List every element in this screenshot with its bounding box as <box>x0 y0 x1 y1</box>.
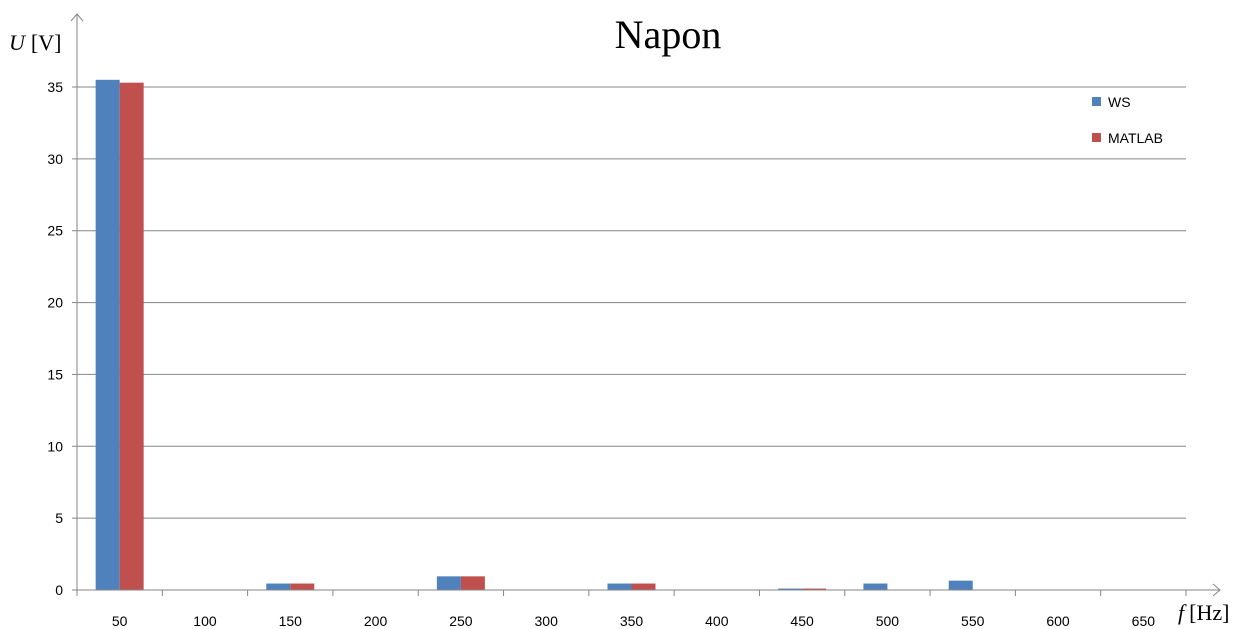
y-axis-title: U [V] <box>9 30 61 55</box>
x-tick-label: 200 <box>364 613 388 629</box>
bar-ws-550 <box>948 580 973 590</box>
y-axis-unit: [V] <box>31 30 62 55</box>
x-tick-label: 450 <box>790 613 814 629</box>
x-tick-label: 150 <box>279 613 303 629</box>
legend-swatch-matlab <box>1092 133 1101 142</box>
legend-label-matlab: MATLAB <box>1108 130 1163 146</box>
y-tick-label: 25 <box>47 223 63 239</box>
x-tick-label: 400 <box>705 613 729 629</box>
x-tick-label: 100 <box>193 613 217 629</box>
x-tick-label: 300 <box>535 613 559 629</box>
bar-matlab-450 <box>802 588 827 590</box>
bar-ws-150 <box>266 583 291 590</box>
x-tick-label: 500 <box>876 613 900 629</box>
chart-title: Napon <box>615 12 722 57</box>
legend-label-ws: WS <box>1108 94 1131 110</box>
y-tick-label: 0 <box>55 582 63 598</box>
bars <box>95 79 973 591</box>
bar-ws-500 <box>863 583 888 590</box>
y-tick-label: 5 <box>55 510 63 526</box>
y-tick-label: 10 <box>47 438 63 454</box>
x-tick-label: 550 <box>961 613 985 629</box>
y-tick-label: 35 <box>47 79 63 95</box>
bar-ws-450 <box>778 588 803 590</box>
x-axis-arrow <box>1212 583 1221 597</box>
gridlines <box>77 86 1186 519</box>
x-axis-unit: [Hz] <box>1189 600 1229 625</box>
bar-ws-50 <box>95 79 120 591</box>
y-tick-labels: 0 5 10 15 20 25 30 35 <box>47 79 77 598</box>
y-tick-label: 30 <box>47 151 63 167</box>
x-tick-label: 600 <box>1046 613 1070 629</box>
bar-matlab-250 <box>460 576 485 590</box>
legend: WS MATLAB <box>1092 94 1163 146</box>
bar-ws-350 <box>607 583 632 590</box>
bar-ws-250 <box>436 576 461 590</box>
legend-swatch-ws <box>1092 97 1101 106</box>
x-tick-labels: 50 100 150 200 250 300 350 400 450 500 550 600 650 <box>76 590 1187 629</box>
x-tick-label: 650 <box>1132 613 1156 629</box>
bar-matlab-350 <box>631 583 656 590</box>
x-tick-label: 50 <box>112 613 128 629</box>
y-tick-label: 20 <box>47 295 63 311</box>
x-tick-label: 250 <box>449 613 473 629</box>
x-axis-symbol: f <box>1178 600 1187 625</box>
x-axis-title: f [Hz] <box>1178 600 1229 625</box>
x-tick-label: 350 <box>620 613 644 629</box>
bar-matlab-150 <box>290 583 315 590</box>
y-axis-arrow <box>70 13 84 22</box>
y-tick-label: 15 <box>47 366 63 382</box>
y-axis-symbol: U <box>9 30 27 55</box>
bar-matlab-50 <box>119 82 144 590</box>
